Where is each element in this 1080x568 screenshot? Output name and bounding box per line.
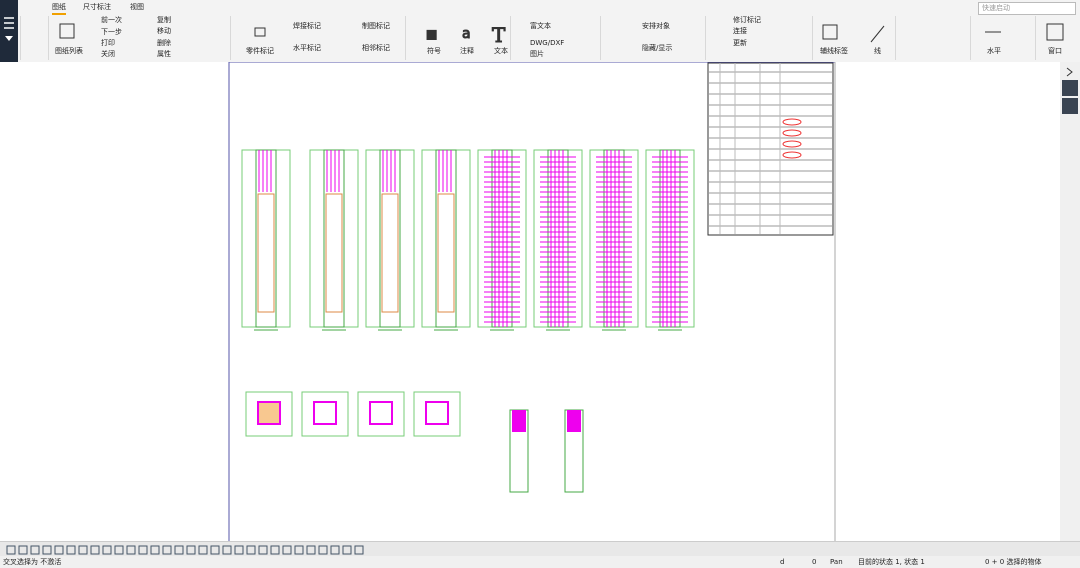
ribbon-button[interactable]: 属性 [157,50,171,58]
ribbon-button[interactable]: 关闭 [101,50,115,58]
ribbon-button[interactable]: 窗口 [1048,47,1062,55]
separator [510,16,511,60]
ribbon-button[interactable]: 图片 [530,50,544,58]
ribbon-button[interactable]: 图纸列表 [55,47,83,55]
tab[interactable]: 视图 [130,3,144,11]
ribbon-button[interactable]: 相邻标记 [362,44,390,52]
status-bar: 交叉选择为 不激活 d 0 Pan 目前的状态 1, 状态 1 0 + 0 选择的物体 [0,556,1080,568]
status-text: 交叉选择为 不激活 [3,558,62,566]
separator [1035,16,1036,60]
svg-text:▣: ▣ [426,27,437,41]
ribbon-button[interactable]: 制图标记 [362,22,390,30]
tab[interactable]: 尺寸标注 [83,3,111,11]
status-text: 0 [812,558,817,566]
ribbon-button[interactable]: 注释 [460,47,474,55]
separator [895,16,896,60]
ribbon-button[interactable]: 更新 [733,39,747,47]
ribbon-button[interactable]: 修订标记 [733,16,761,24]
ribbon-button[interactable]: 焊接标记 [293,22,321,30]
ribbon-button[interactable]: DWG/DXF [530,39,565,47]
ribbon-button[interactable]: 前一次 [101,16,122,24]
ribbon-button[interactable]: 下一步 [101,28,122,36]
ribbon: 图纸 尺寸标注 视图图纸列表 前一次下一步打印关闭 复制移动删除属性 零件标记 焊接标记水平… [0,0,1080,63]
ribbon-button[interactable]: 移动 [157,27,171,35]
ribbon-button[interactable]: 零件标记 [246,47,274,55]
separator [970,16,971,60]
ribbon-button[interactable]: 隐藏/显示 [642,44,673,52]
search-box[interactable]: 快速启动 [978,2,1076,15]
status-text: d [780,558,785,566]
separator [705,16,706,60]
ribbon-button[interactable]: 删除 [157,39,171,47]
ribbon-button[interactable]: 水平标记 [293,44,321,52]
status-text: 0 + 0 选择的物体 [985,558,1042,566]
ribbon-button[interactable]: 安排对象 [642,22,670,30]
separator [600,16,601,60]
ribbon-button[interactable]: 连接 [733,27,747,35]
ribbon-button[interactable]: 符号 [427,47,441,55]
ribbon-button[interactable]: 水平 [987,47,1001,55]
tab[interactable]: 图纸 [52,4,66,15]
ribbon-button[interactable]: 打印 [101,39,115,47]
toolbar [0,541,1080,556]
drawing-canvas[interactable] [0,61,1060,541]
ribbon-button[interactable]: 线 [874,47,881,55]
status-text: 目前的状态 1, 状态 1 [858,558,925,566]
separator [230,16,231,60]
ribbon-button[interactable]: 文本 [494,47,508,55]
ribbon-button[interactable]: 复制 [157,16,171,24]
ribbon-button[interactable]: 辅线标签 [820,47,848,55]
side-panel [1060,62,1080,541]
separator [405,16,406,60]
separator [20,16,21,60]
separator [48,16,49,60]
ribbon-button[interactable]: 富文本 [530,22,551,30]
separator [812,16,813,60]
main-menu[interactable] [0,0,18,62]
status-text: Pan [830,558,843,566]
search-placeholder: 快速启动 [982,4,1010,12]
svg-text:a: a [462,26,471,42]
svg-text:T: T [492,23,506,47]
